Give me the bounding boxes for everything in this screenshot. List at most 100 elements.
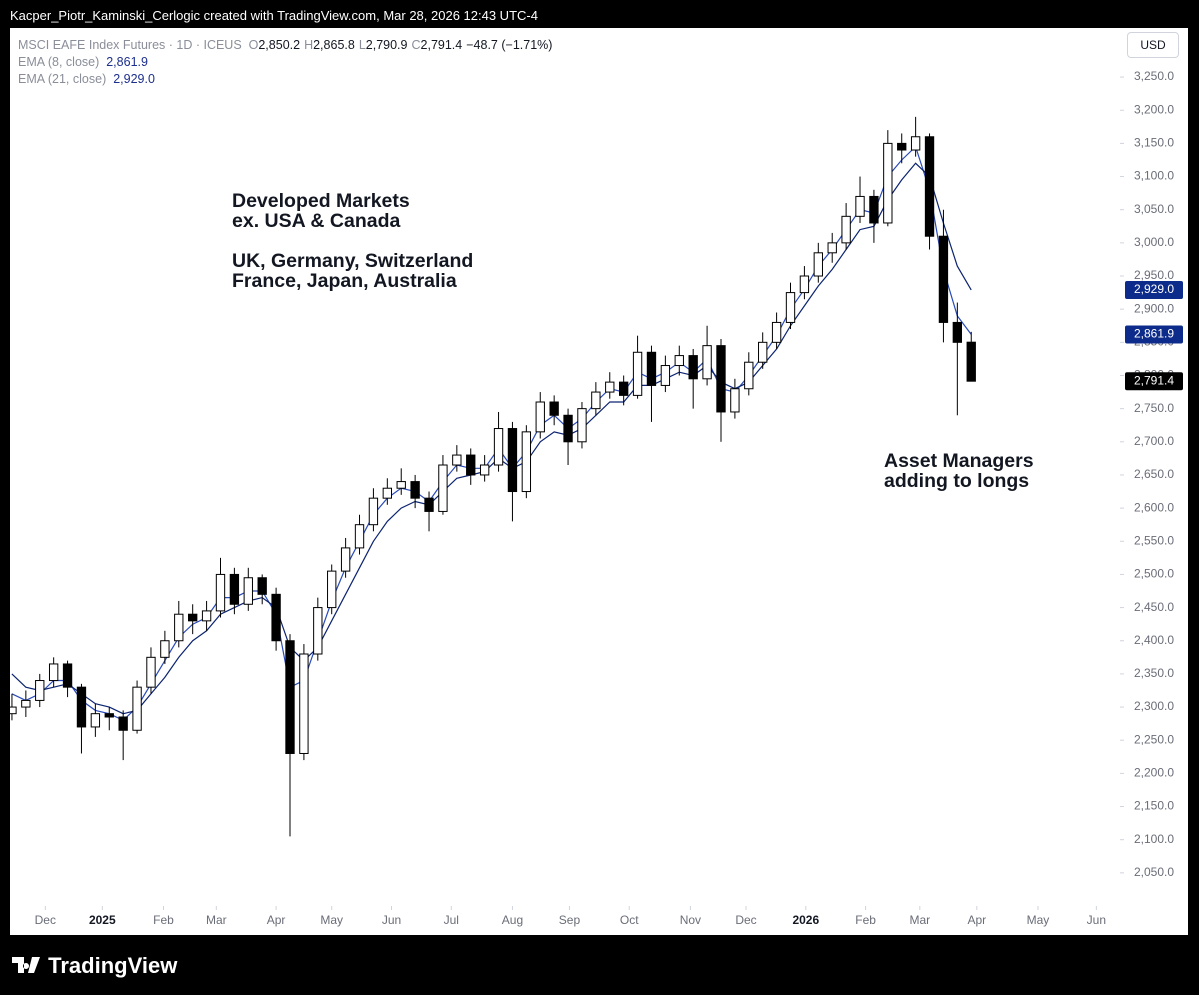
candle-body [730,388,740,413]
candle-body [674,355,684,367]
candle-body [35,680,45,701]
y-tick-label: 3,050.0 [1134,202,1174,216]
candle-body [799,275,810,294]
candle-body [243,577,253,605]
candle-body [62,663,73,688]
ema-name: EMA (8, close) [18,55,100,69]
candle-body [897,142,907,151]
ohlc-row: MSCI EAFE Index Futures · 1D · ICEUS O2,… [18,37,556,54]
y-tick-label: 2,950.0 [1134,268,1174,282]
candle-body [21,699,31,708]
candle-body [521,431,532,493]
annotation-line: ex. USA & Canada [232,210,401,232]
annotation: Developed Markets ex. USA & Canada [232,191,410,231]
x-tick-label: Aug [502,913,523,927]
ema-line [11,162,972,715]
candle-body [299,653,309,754]
candle-body [271,593,281,642]
candle-body [493,428,504,466]
annotation-line: Asset Managers [884,450,1034,472]
y-tick-label: 3,200.0 [1134,102,1174,116]
x-tick-label: Mar [909,913,930,927]
candle-body [118,716,128,731]
ema-row: EMA (8, close) 2,861.9 [18,54,556,71]
candle-body [215,573,226,612]
candle-body [438,464,448,512]
x-tick-label: Feb [153,913,174,927]
ohlc-key: H [304,38,314,52]
ohlc-value: 2,790.9 [365,38,408,52]
candle-body [924,136,935,237]
annotation: Asset Managers adding to longs [884,451,1034,491]
x-tick-label: Dec [35,913,56,927]
x-tick-label: 2026 [792,913,819,927]
candle-body [327,570,337,609]
price-label: 2,929.0 [1134,282,1174,296]
x-tick-label: Apr [967,913,986,927]
candle-body [966,341,976,382]
price-label-box [1125,372,1183,391]
chart-panel [10,28,1188,935]
y-tick-label: 2,650.0 [1134,467,1174,481]
price-label-box [1125,325,1183,344]
candle-body [90,713,101,728]
x-tick-label: May [320,913,343,927]
brand-logo: TradingView [12,953,177,979]
annotation-line: adding to longs [884,470,1030,492]
candle-body [48,663,59,682]
x-tick-label: May [1027,913,1050,927]
ema-value: 2,861.9 [106,55,148,69]
y-tick-label: 2,150.0 [1134,799,1174,813]
y-tick-label: 2,250.0 [1134,732,1174,746]
candle-body [785,292,796,323]
annotation-line: Developed Markets [232,190,410,212]
candle-body [188,613,198,622]
price-label-box [1125,280,1183,299]
candle-body [313,607,323,655]
candle-body [827,242,837,254]
ohlc: O2,850.2 H2,865.8 L2,790.9 C2,791.4 [249,38,467,52]
y-tick-label: 3,250.0 [1134,69,1174,83]
x-tick-label: Dec [735,913,756,927]
ema-line [11,145,972,722]
x-tick-label: Nov [680,913,701,927]
candle-body [104,713,114,718]
y-tick-label: 3,000.0 [1134,235,1174,249]
candle-body [716,345,726,413]
x-tick-label: Oct [620,913,639,927]
candle-body [563,414,573,443]
y-tick-label: 2,750.0 [1134,401,1174,415]
candle-body [605,381,615,393]
attribution: Kacper_Piotr_Kaminski_Cerlogic created w… [10,8,538,23]
y-tick-label: 2,700.0 [1134,434,1174,448]
ohlc-key: O [248,38,259,52]
candle-body [466,454,476,476]
candle-body [132,686,142,731]
candle-body [855,195,865,217]
candle-body [869,195,879,224]
candle-body [771,321,782,343]
ema-row: EMA (21, close) 2,929.0 [18,71,556,88]
ema-value: 2,929.0 [113,72,155,86]
brand-name: TradingView [48,953,178,978]
ohlc-value: 2,865.8 [313,38,355,52]
candle-body [841,215,851,244]
candle-body [702,345,712,380]
x-tick-label: Feb [855,913,876,927]
candle-body [229,573,240,605]
candle-body [174,613,184,642]
x-tick-label: Jun [1087,913,1106,927]
y-tick-label: 3,150.0 [1134,136,1174,150]
legend: MSCI EAFE Index Futures · 1D · ICEUS O2,… [18,37,556,88]
candle-body [285,640,295,754]
plot [10,116,976,837]
annotation-line: UK, Germany, Switzerland [232,250,474,272]
price-label: 2,861.9 [1134,327,1174,341]
candle-body [340,547,351,572]
candle-body [382,487,392,499]
currency-button[interactable]: USD [1127,32,1179,58]
candle-body [10,706,17,715]
candle-body [883,142,893,224]
